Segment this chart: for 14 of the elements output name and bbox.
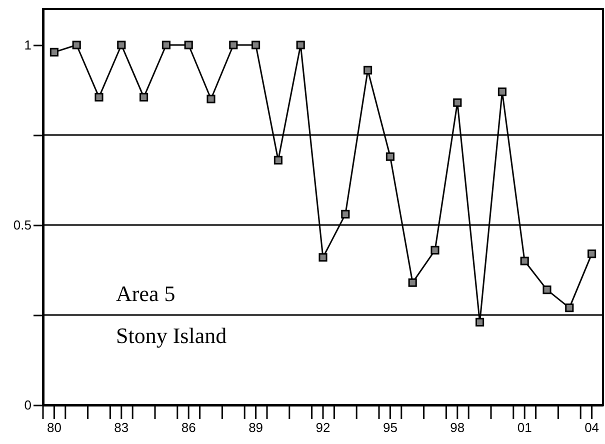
- x-tick-label: 98: [450, 420, 465, 435]
- y-tick-label: 0: [24, 398, 32, 412]
- x-tick-label: 89: [248, 420, 264, 435]
- x-tick-label: 86: [181, 420, 196, 435]
- annotation: Area 5: [116, 281, 176, 306]
- x-tick-label: 92: [316, 420, 330, 435]
- x-tick-label: 01: [517, 420, 532, 435]
- y-tick-label: 1: [24, 38, 32, 52]
- x-tick-label: 83: [114, 420, 129, 435]
- annotation: Stony Island: [116, 323, 227, 348]
- x-tick-label: 95: [382, 420, 398, 435]
- x-tick-label: 04: [584, 420, 600, 435]
- x-tick-label: 80: [46, 420, 62, 435]
- y-tick-label: 0.5: [13, 218, 32, 232]
